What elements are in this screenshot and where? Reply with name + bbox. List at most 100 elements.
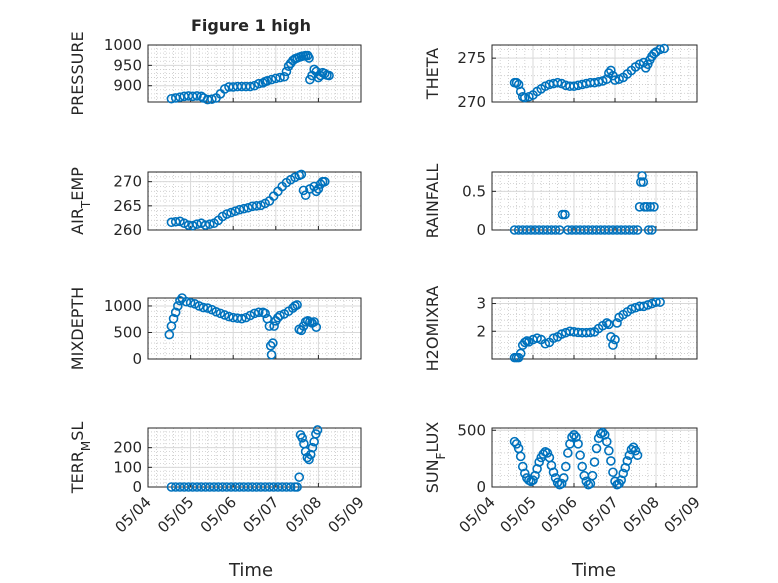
data-point	[618, 468, 629, 479]
data-point	[311, 322, 322, 332]
data-point	[558, 473, 569, 483]
x-axis-label-left: Time	[228, 560, 273, 581]
data-point	[296, 169, 307, 180]
data-point	[550, 225, 561, 235]
x-tick-label: 05/07	[239, 493, 282, 536]
data-point	[628, 225, 639, 235]
data-point	[251, 201, 262, 211]
data-point	[219, 310, 230, 320]
data-point	[234, 204, 245, 215]
axes-frame	[147, 427, 362, 488]
data-point	[548, 333, 559, 344]
data-point	[642, 300, 653, 310]
data-point	[606, 456, 616, 466]
data-point	[239, 203, 249, 214]
data-point	[309, 317, 319, 327]
axes-frame	[491, 44, 698, 103]
data-point	[519, 468, 530, 479]
data-point	[266, 74, 277, 85]
y-tick-label: 275	[457, 49, 486, 67]
data-point	[170, 307, 181, 318]
data-point	[642, 202, 652, 212]
x-tick-label: 05/06	[197, 493, 240, 536]
y-axis-label: PRESSURE	[68, 31, 87, 115]
data-point	[269, 321, 279, 331]
data-point	[638, 177, 649, 187]
data-point	[243, 202, 253, 213]
y-tick-label: 500	[113, 323, 142, 341]
data-point	[569, 430, 579, 440]
y-tick-label: 950	[113, 56, 142, 74]
y-axis-label: AIRTEMP	[68, 167, 93, 235]
x-tick-label: 05/08	[282, 493, 325, 536]
data-point	[532, 333, 542, 344]
data-point	[519, 92, 530, 103]
data-point	[202, 303, 213, 313]
data-point	[626, 304, 637, 314]
data-point	[612, 318, 622, 328]
y-axis-label: H2OMIXRA	[423, 286, 442, 372]
data-point	[230, 206, 241, 216]
data-point	[519, 337, 530, 348]
data-point	[509, 436, 520, 447]
data-point	[300, 190, 311, 200]
data-point	[166, 93, 177, 104]
data-point	[534, 457, 544, 467]
subplot-theta: 270 275 THETA	[423, 43, 698, 111]
data-point	[253, 307, 264, 318]
data-point	[563, 448, 573, 458]
y-tick-label: 0	[132, 478, 142, 496]
data-point	[168, 313, 179, 324]
axes-frame	[491, 427, 698, 488]
subplot-air-temp: 260 265 270 AIRTEMP	[68, 167, 362, 239]
y-tick-label: 200	[113, 439, 142, 457]
x-tick-label: 05/05	[497, 493, 540, 536]
y-tick-label: 270	[457, 93, 486, 111]
data-point	[309, 64, 319, 75]
data-point	[268, 338, 278, 348]
data-point	[264, 321, 275, 331]
data-point	[548, 467, 559, 478]
y-tick-label: 1000	[104, 36, 142, 54]
data-point	[281, 66, 292, 77]
data-point	[577, 461, 588, 472]
y-axis-label: THETA	[423, 48, 442, 100]
data-point	[285, 482, 296, 492]
data-point	[226, 207, 236, 218]
data-point	[298, 185, 309, 196]
data-point	[556, 478, 567, 489]
data-point	[265, 340, 276, 351]
data-point	[560, 461, 571, 472]
x-tick-label: 05/07	[579, 493, 622, 536]
data-point	[632, 225, 643, 235]
data-point	[175, 295, 185, 306]
data-point	[194, 301, 204, 311]
data-point	[622, 456, 633, 466]
data-point	[610, 334, 620, 345]
data-point	[585, 327, 596, 338]
data-point	[515, 451, 526, 462]
data-point	[236, 313, 247, 324]
y-tick-label: 500	[457, 421, 486, 439]
data-point	[304, 53, 314, 63]
subplot-pressure: 900 950 1000 PRESSURE	[68, 31, 362, 116]
data-point	[591, 443, 602, 454]
data-point	[304, 454, 314, 465]
subplot-h2omixra: 2 3 H2OMIXRA	[423, 286, 698, 372]
y-tick-label: 0	[476, 478, 486, 496]
data-point	[552, 77, 563, 88]
data-point	[573, 439, 583, 449]
axes-box	[147, 297, 362, 360]
data-point	[651, 297, 661, 307]
data-point	[655, 44, 665, 55]
data-point	[202, 94, 213, 105]
data-point	[245, 81, 256, 92]
axes-frame	[491, 297, 698, 360]
x-axis-label-right: Time	[571, 560, 616, 581]
axes-box	[147, 427, 362, 488]
x-tick-label: 05/05	[154, 493, 197, 536]
data-point	[200, 220, 211, 230]
